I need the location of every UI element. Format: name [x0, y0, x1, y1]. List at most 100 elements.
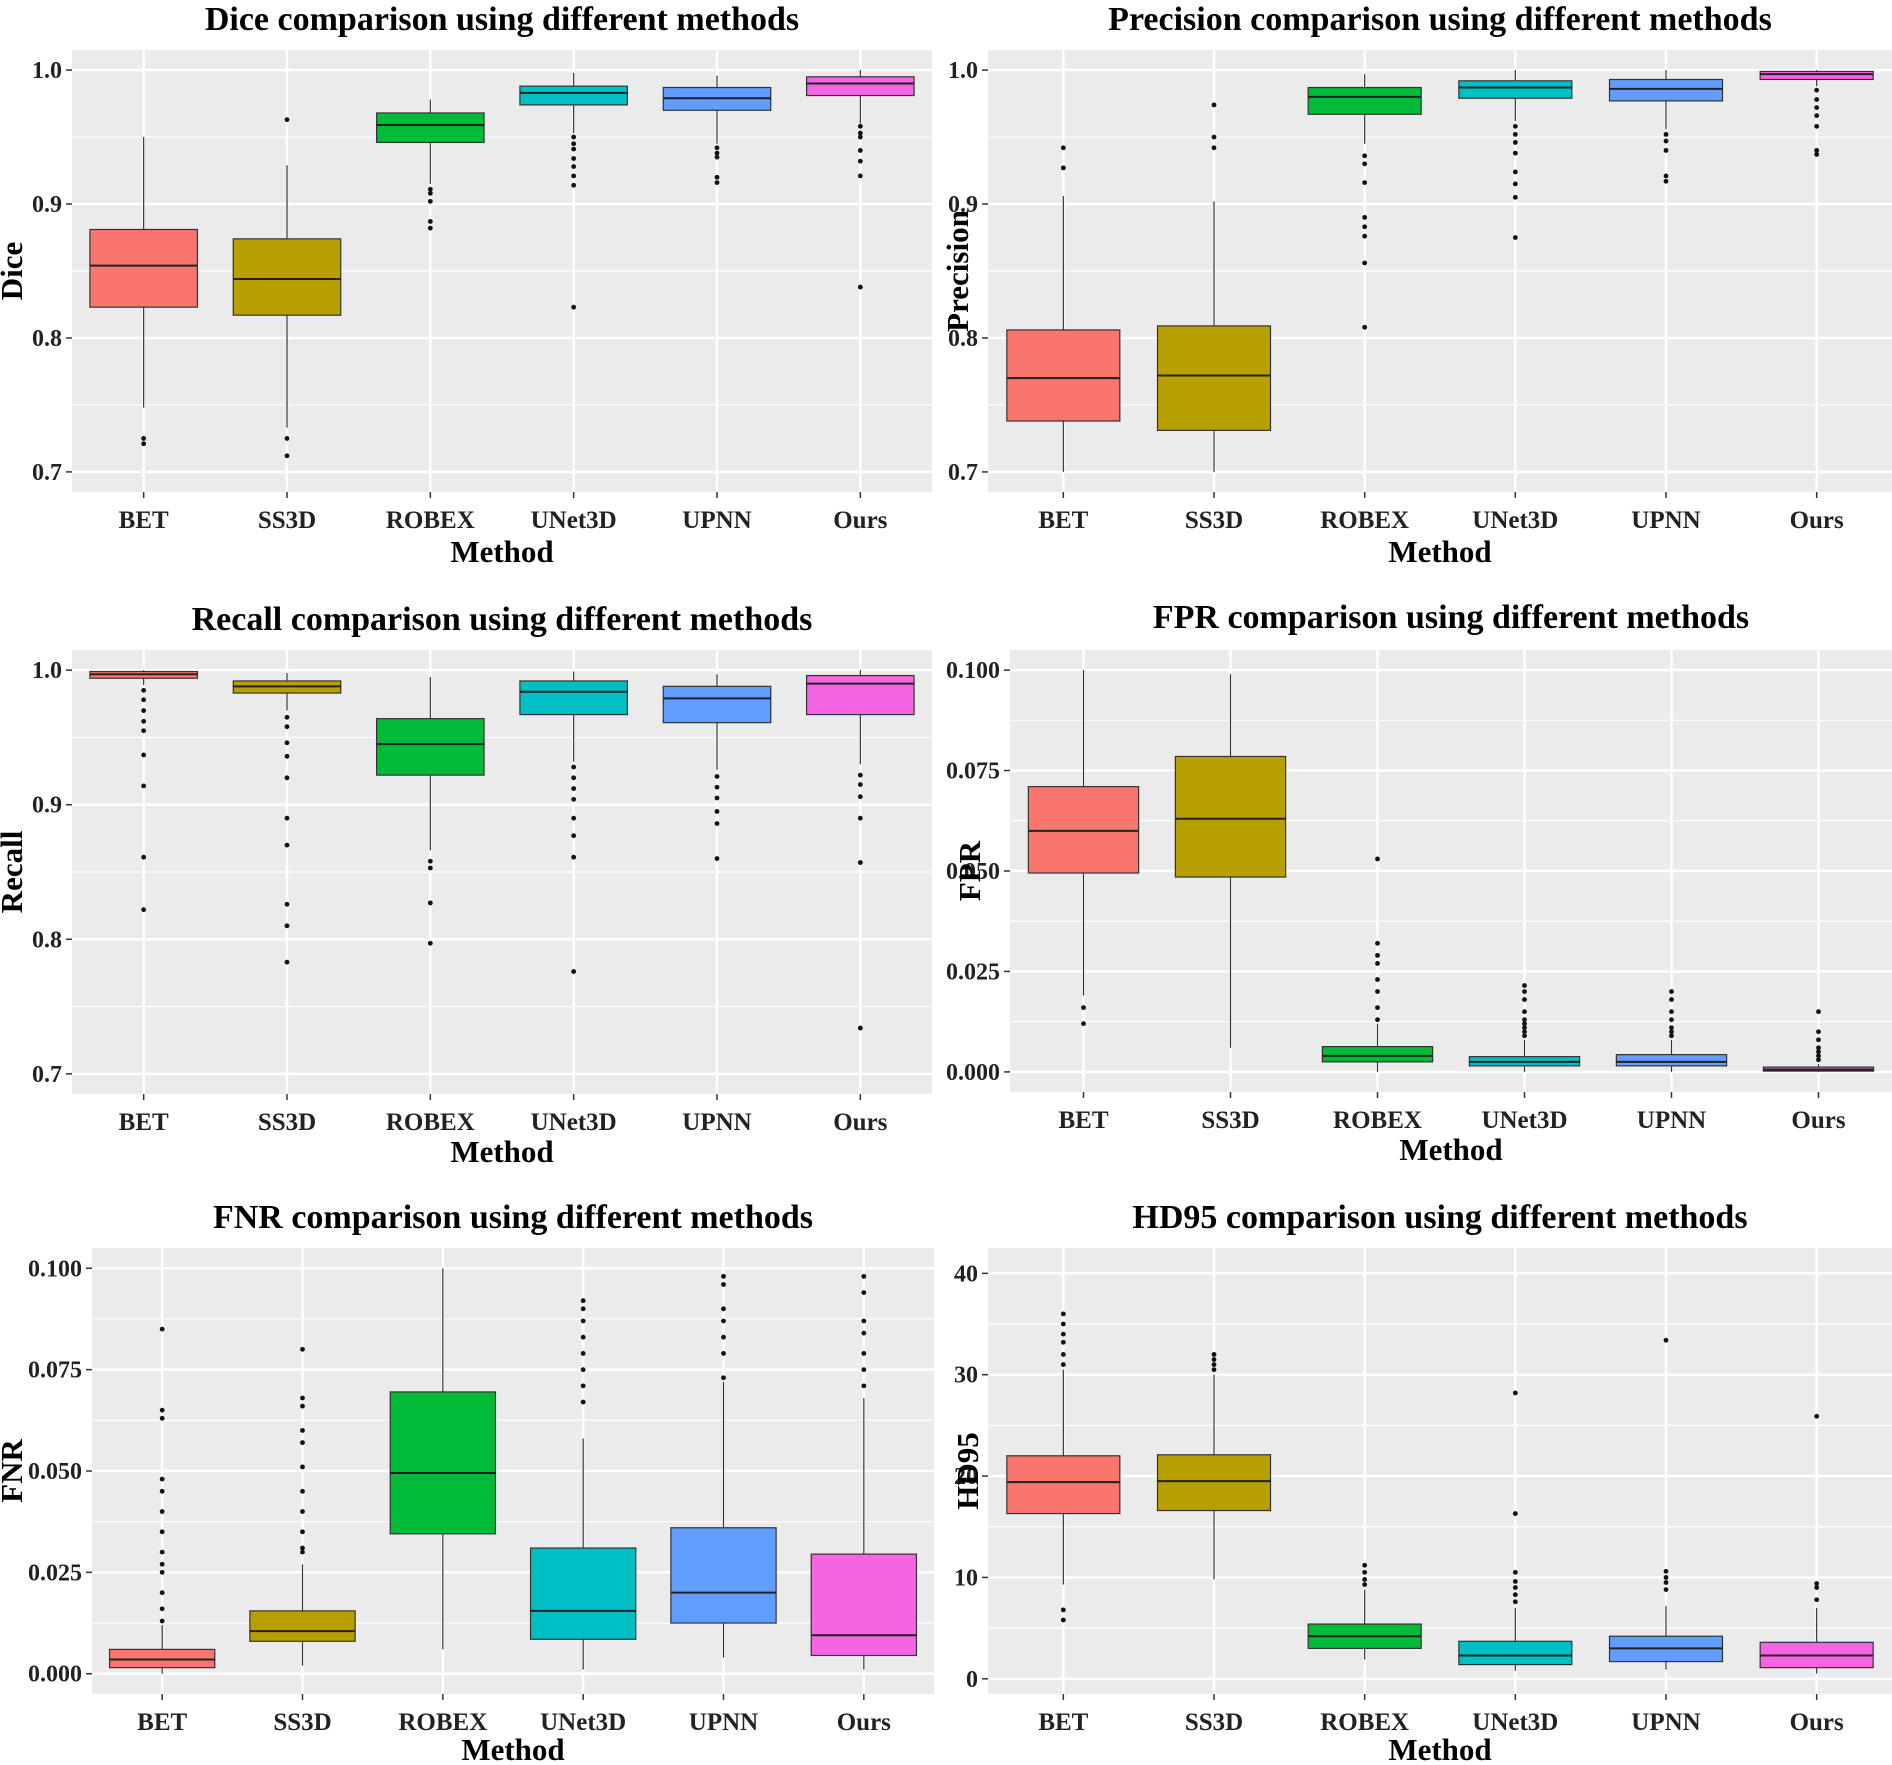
outlier-point	[159, 1569, 165, 1575]
outlier-point	[284, 923, 290, 929]
outlier-point	[1362, 1569, 1368, 1575]
outlier-point	[1814, 1413, 1820, 1419]
box-iqr	[375, 718, 485, 776]
outlier-point	[861, 1383, 867, 1389]
y-tick-label: 30	[954, 1363, 978, 1389]
outlier-point	[580, 1383, 586, 1389]
outlier-point	[1663, 173, 1669, 179]
x-tick-label-ours: Ours	[1791, 1107, 1845, 1134]
outlier-point	[300, 1346, 305, 1352]
outlier-point	[1512, 169, 1518, 175]
y-tick-label: 0.025	[28, 1560, 82, 1586]
outlier-point	[1816, 1053, 1821, 1059]
y-tick-label: 0.100	[28, 1256, 82, 1282]
outlier-point	[1814, 105, 1820, 110]
box-ours	[805, 70, 915, 290]
outlier-point	[1362, 215, 1368, 220]
outlier-point	[714, 856, 720, 861]
outlier-point	[571, 969, 577, 974]
y-tick-label: 0.8	[32, 326, 62, 352]
box-iqr	[1027, 786, 1140, 874]
outlier-point	[159, 1415, 165, 1421]
outlier-point	[427, 219, 433, 224]
outlier-point	[571, 796, 577, 802]
outlier-point	[1211, 145, 1217, 151]
outlier-point	[1663, 1568, 1669, 1574]
box-iqr	[1458, 80, 1573, 99]
x-tick-label-ss3d: SS3D	[258, 1109, 316, 1136]
box-iqr	[375, 112, 485, 144]
outlier-point	[1522, 1033, 1527, 1039]
x-tick-label-upnn: UPNN	[1631, 507, 1700, 534]
outlier-point	[580, 1351, 586, 1356]
outlier-point	[427, 900, 433, 906]
outlier-point	[1522, 997, 1527, 1002]
outlier-point	[571, 815, 577, 821]
outlier-point	[861, 1351, 867, 1356]
outlier-point	[141, 854, 147, 860]
outlier-point	[1816, 1009, 1821, 1015]
outlier-point	[714, 774, 720, 779]
outlier-point	[284, 714, 290, 720]
chart-title: Recall comparison using different method…	[192, 601, 813, 638]
box-iqr	[389, 1391, 497, 1535]
outlier-point	[159, 1326, 165, 1332]
outlier-point	[159, 1590, 165, 1596]
x-tick-label-ours: Ours	[1790, 507, 1844, 534]
y-tick-label: 1.0	[32, 58, 62, 84]
outlier-point	[141, 436, 147, 441]
x-tick-label-unet3d: UNet3D	[1481, 1107, 1567, 1134]
outlier-point	[1362, 1582, 1368, 1587]
outlier-point	[571, 182, 577, 188]
outlier-point	[159, 1549, 165, 1555]
outlier-point	[571, 833, 577, 839]
y-axis-title: Recall	[0, 830, 29, 913]
panel-hd95: 0 10 20 30 40 BET SS3D ROBEX UNet3D UPNN Ours HD95 …	[950, 1199, 1892, 1765]
outlier-point	[1522, 1009, 1527, 1015]
outlier-point	[284, 901, 290, 907]
box-ours	[810, 1273, 918, 1670]
outlier-point	[857, 860, 863, 865]
outlier-point	[1362, 260, 1368, 266]
outlier-point	[159, 1529, 165, 1535]
outlier-point	[714, 150, 720, 156]
x-tick-label-robex: ROBEX	[386, 507, 475, 534]
outlier-point	[1512, 1579, 1518, 1584]
outlier-point	[714, 145, 720, 151]
box-robex	[1321, 856, 1434, 1072]
outlier-point	[1663, 131, 1669, 137]
y-tick-label: 0.9	[948, 192, 978, 218]
y-tick-label: 0.075	[946, 759, 1000, 785]
outlier-point	[1362, 161, 1368, 167]
box-robex	[1307, 1562, 1422, 1660]
box-bet	[89, 670, 199, 913]
x-tick-label-ours: Ours	[837, 1709, 891, 1736]
outlier-point	[284, 453, 290, 459]
box-ours	[805, 670, 915, 1031]
outlier-point	[1522, 1029, 1527, 1035]
box-unet3d	[519, 671, 629, 974]
y-tick-label: 0.9	[32, 793, 62, 819]
outlier-point	[427, 190, 433, 196]
outlier-point	[159, 1509, 165, 1514]
outlier-point	[1060, 145, 1066, 151]
outlier-point	[571, 304, 577, 310]
box-ours	[1759, 1413, 1874, 1674]
box-iqr	[1615, 1054, 1728, 1067]
outlier-point	[284, 117, 290, 123]
box-iqr	[232, 238, 342, 316]
box-unet3d	[529, 1298, 637, 1670]
x-tick-label-bet: BET	[1038, 507, 1088, 534]
chart-title: FPR comparison using different methods	[1153, 599, 1749, 636]
outlier-point	[857, 123, 863, 129]
box-iqr	[810, 1553, 918, 1657]
outlier-point	[1522, 983, 1527, 988]
box-iqr	[1156, 1454, 1272, 1512]
x-tick-label-bet: BET	[119, 507, 169, 534]
x-tick-label-upnn: UPNN	[1637, 1107, 1706, 1134]
box-unet3d	[1458, 70, 1573, 240]
box-upnn	[1615, 989, 1728, 1072]
outlier-point	[857, 173, 863, 179]
box-unet3d	[1468, 983, 1581, 1072]
y-tick-label: 0.8	[32, 927, 62, 953]
